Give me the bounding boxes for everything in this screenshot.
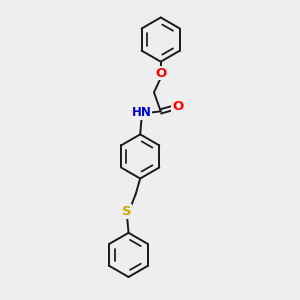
Text: HN: HN <box>132 106 152 119</box>
Text: O: O <box>172 100 183 113</box>
Text: O: O <box>155 67 166 80</box>
Text: S: S <box>122 205 132 218</box>
